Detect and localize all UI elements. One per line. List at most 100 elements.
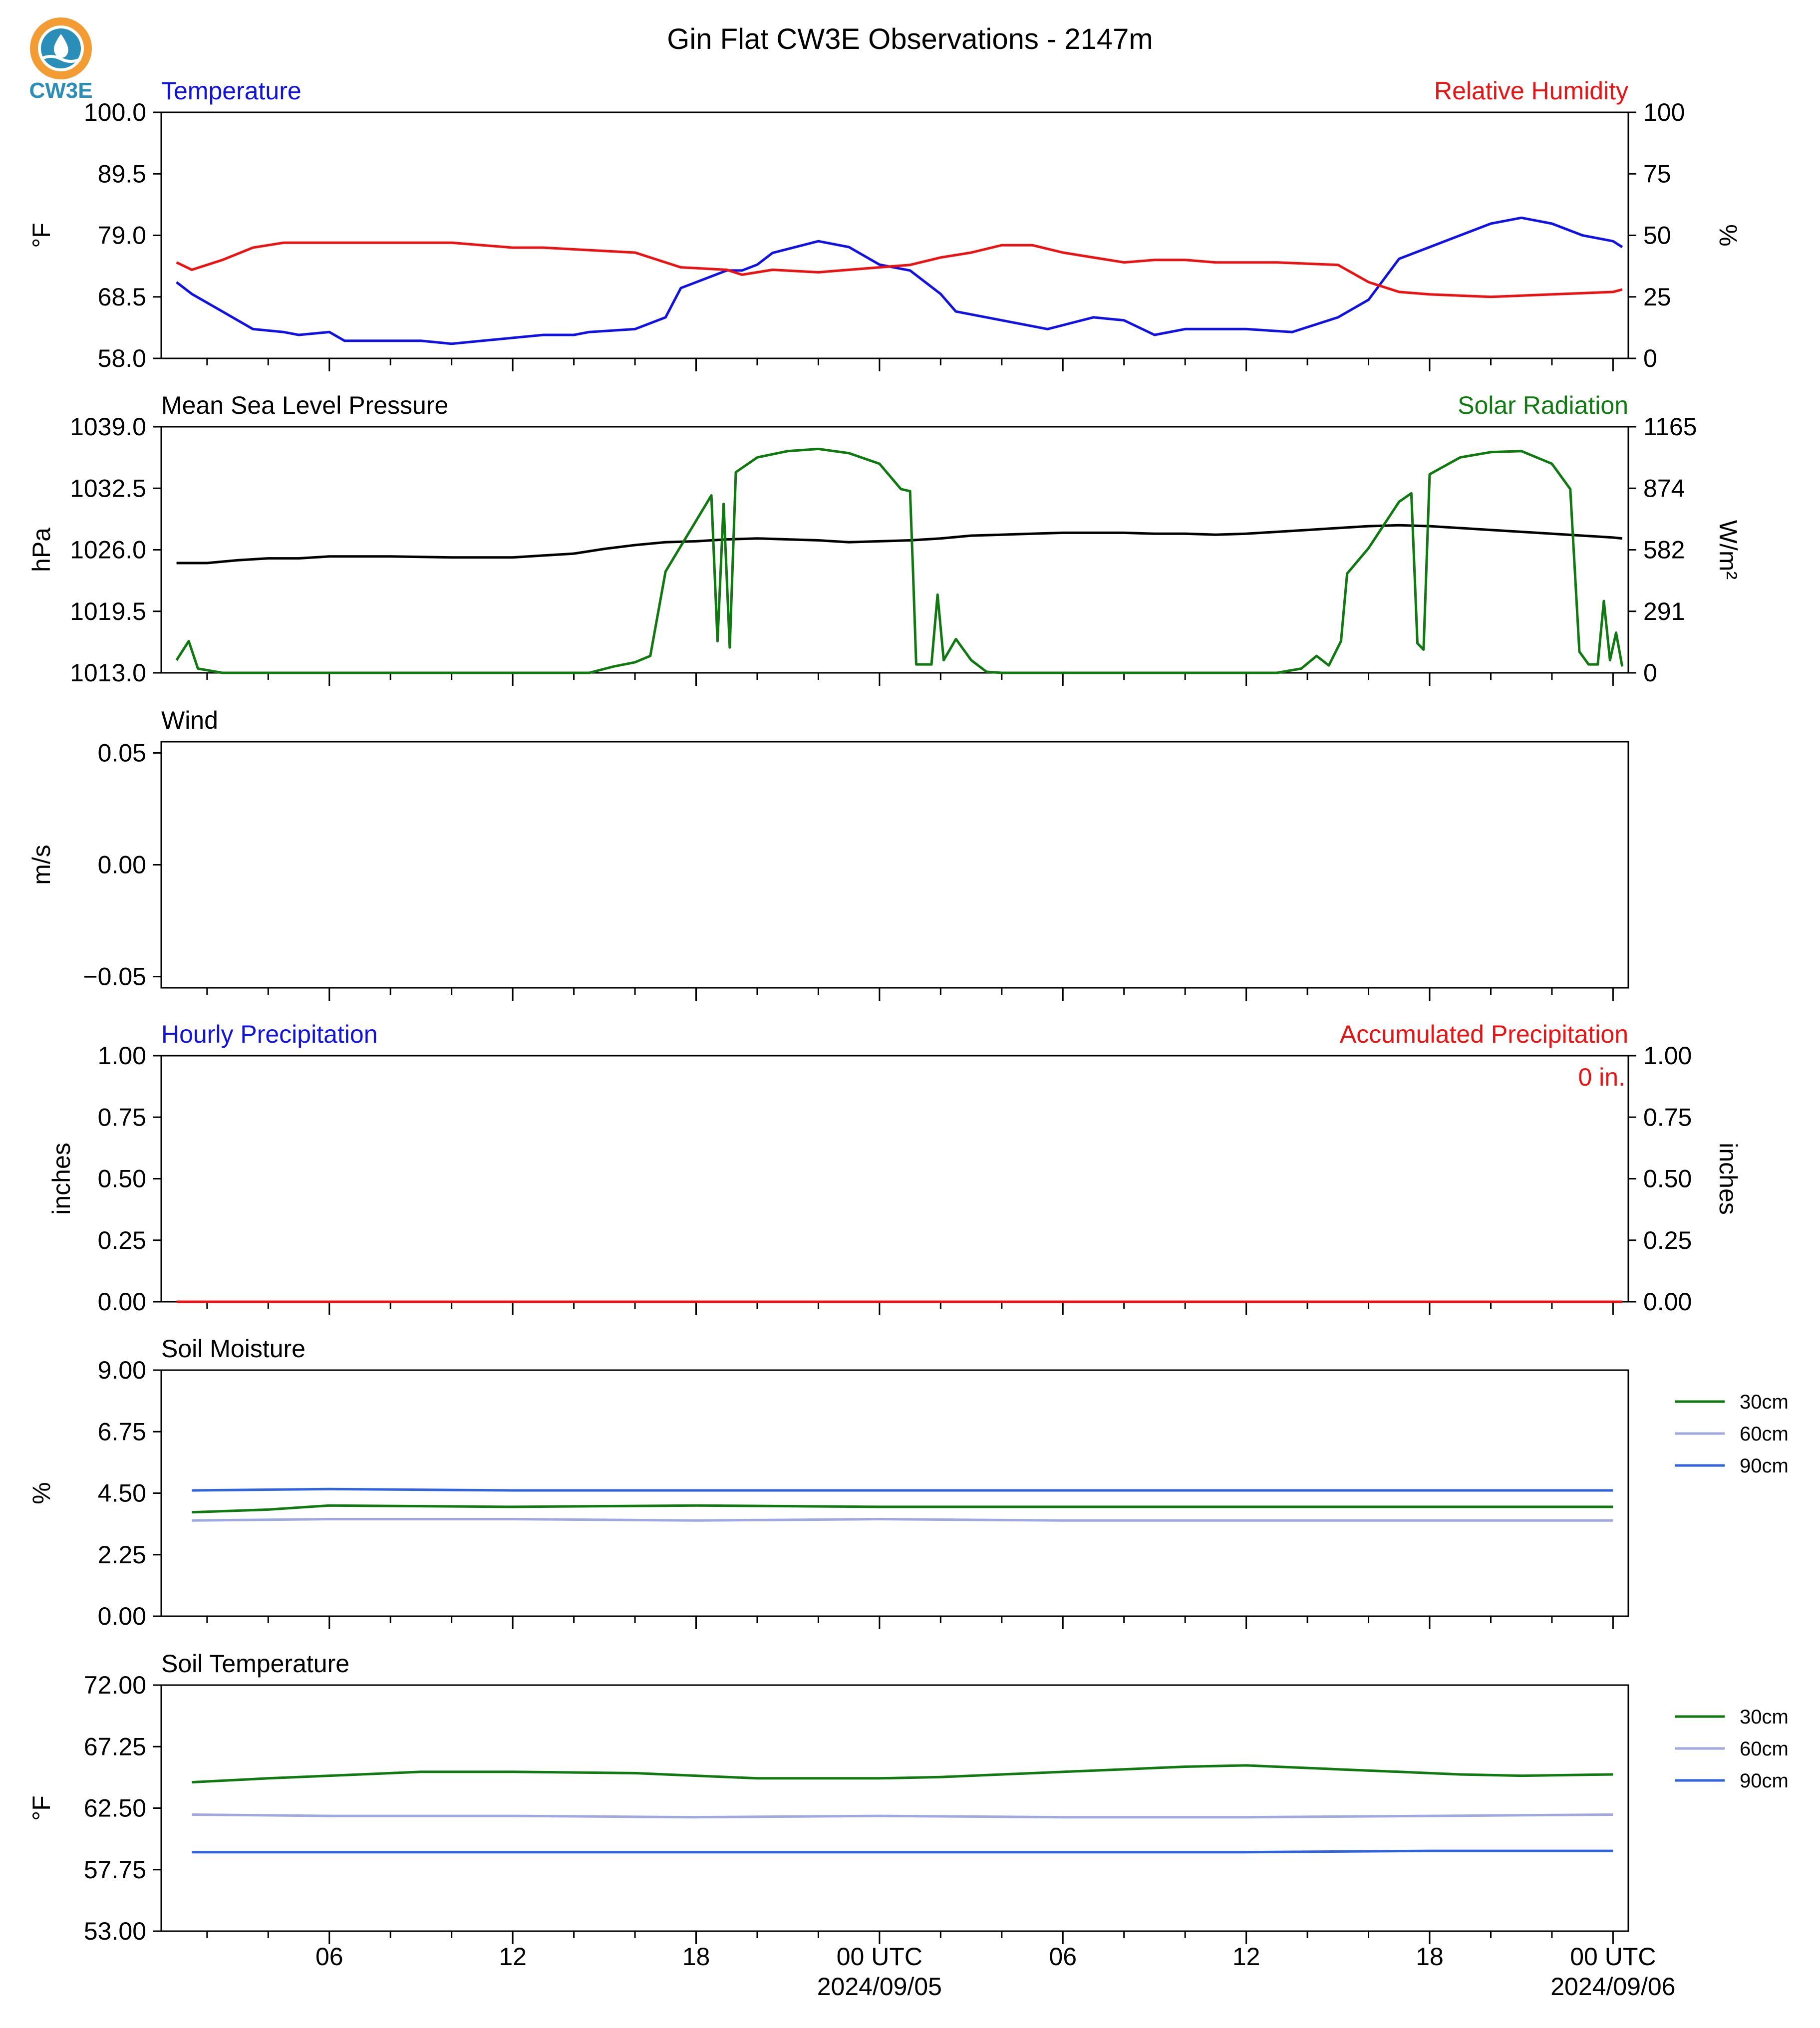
y-left-tick-label: 1013.0 xyxy=(70,659,146,687)
wave-icon xyxy=(40,55,82,63)
y-left-tick-label: 6.75 xyxy=(98,1418,146,1446)
panel-title-right: Relative Humidity xyxy=(1434,77,1628,105)
plot-frame xyxy=(160,426,1629,674)
y-right-tick-label: 0.25 xyxy=(1643,1226,1692,1254)
y-left-tick-label: 1.00 xyxy=(98,1042,146,1070)
series-line-0 xyxy=(192,1764,1613,1784)
y-right-tick-label: 0.00 xyxy=(1643,1288,1692,1316)
x-tick-label: 12 xyxy=(1232,1943,1260,1971)
y-right-tick-label: 0.50 xyxy=(1643,1165,1692,1193)
y-axis-label-left: inches xyxy=(47,1143,75,1215)
y-right-tick-label: 0.75 xyxy=(1643,1103,1692,1131)
y-right-tick-label: 0 xyxy=(1643,344,1657,372)
legend-label: 60cm xyxy=(1740,1423,1789,1445)
accumulated-total-label: 0 in. xyxy=(1578,1063,1625,1091)
panel-title-left: Soil Moisture xyxy=(161,1335,305,1363)
legend-label: 30cm xyxy=(1740,1706,1789,1728)
panel-title-right: Accumulated Precipitation xyxy=(1340,1020,1628,1048)
x-tick-label: 00 UTC xyxy=(837,1943,922,1971)
logo-ring xyxy=(30,17,92,79)
y-left-tick-label: 62.50 xyxy=(84,1794,146,1822)
x-tick-label: 18 xyxy=(1416,1943,1444,1971)
panel-1: 58.0 68.5 79.0 89.5 100.0 0 25 50 75 100 Temperatu… xyxy=(27,77,1742,372)
panel-title-left: Soil Temperature xyxy=(161,1650,349,1678)
y-left-tick-label: 58.0 xyxy=(98,344,146,372)
logo-text: CW3E xyxy=(29,78,92,103)
series-line-0 xyxy=(176,216,1623,345)
y-left-tick-label: 0.00 xyxy=(98,1602,146,1630)
y-axis-label-left: °F xyxy=(27,223,55,248)
y-left-tick-label: 1019.5 xyxy=(70,597,146,625)
y-left-tick-label: 4.50 xyxy=(98,1479,146,1507)
drop-icon xyxy=(53,34,68,58)
y-axis-label-left: m/s xyxy=(27,845,55,885)
x-tick-label: 18 xyxy=(682,1943,710,1971)
y-right-tick-label: 0 xyxy=(1643,659,1657,687)
y-left-tick-label: 1039.0 xyxy=(70,413,146,441)
series-line-0 xyxy=(192,1504,1613,1514)
panel-title-left: Wind xyxy=(161,706,218,734)
y-left-tick-label: 89.5 xyxy=(98,160,146,188)
y-left-tick-label: 67.25 xyxy=(84,1733,146,1760)
panel-title-left: Mean Sea Level Pressure xyxy=(161,391,448,419)
figure-title: Gin Flat CW3E Observations - 2147m xyxy=(667,23,1153,55)
y-left-tick-label: 0.75 xyxy=(98,1103,146,1131)
y-left-tick-label: 68.5 xyxy=(98,283,146,311)
y-right-tick-label: 582 xyxy=(1643,536,1685,564)
legend-label: 60cm xyxy=(1740,1738,1789,1760)
series-line-2 xyxy=(192,1849,1613,1854)
panel-title-left: Hourly Precipitation xyxy=(161,1020,378,1048)
series-line-2 xyxy=(192,1487,1613,1492)
plot-frame xyxy=(160,1369,1629,1617)
y-left-tick-label: 72.00 xyxy=(84,1671,146,1699)
panel-6: 53.00 57.75 62.50 67.25 72.00 Soil Temperatur… xyxy=(27,1650,1789,1945)
panels: 58.0 68.5 79.0 89.5 100.0 0 25 50 75 100 Temperatu… xyxy=(27,77,1789,1945)
y-left-tick-label: 9.00 xyxy=(98,1356,146,1384)
panel-2: 1013.0 1019.5 1026.0 1032.5 1039.0 0 291 582 874… xyxy=(27,391,1742,687)
y-right-tick-label: 25 xyxy=(1643,283,1671,311)
y-right-tick-label: 874 xyxy=(1643,474,1685,502)
y-left-tick-label: 57.75 xyxy=(84,1856,146,1884)
cw3e-logo: CW3E xyxy=(29,17,93,103)
legend-label: 30cm xyxy=(1740,1391,1789,1413)
y-left-tick-label: 1032.5 xyxy=(70,474,146,502)
series-line-1 xyxy=(192,1518,1613,1522)
y-right-tick-label: 291 xyxy=(1643,597,1685,625)
x-date-label: 2024/09/05 xyxy=(817,1973,942,2001)
y-right-tick-label: 50 xyxy=(1643,222,1671,250)
y-axis-label-left: hPa xyxy=(27,528,55,572)
y-left-tick-label: 1026.0 xyxy=(70,536,146,564)
x-tick-label: 12 xyxy=(499,1943,527,1971)
x-tick-label: 06 xyxy=(1049,1943,1077,1971)
y-axis-label-right: % xyxy=(1714,224,1742,246)
y-left-tick-label: −0.05 xyxy=(83,963,146,991)
x-tick-label: 06 xyxy=(315,1943,343,1971)
y-left-tick-label: 2.25 xyxy=(98,1541,146,1569)
y-axis-label-left: % xyxy=(27,1482,55,1504)
panel-3: −0.05 0.00 0.05 Wind m/s xyxy=(27,706,1629,1001)
y-left-tick-label: 100.0 xyxy=(84,98,146,126)
series-line-0 xyxy=(176,524,1623,565)
plot-frame xyxy=(160,1684,1629,1932)
y-right-tick-label: 100 xyxy=(1643,98,1685,126)
plot-frame xyxy=(160,741,1629,989)
panel-title-left: Temperature xyxy=(161,77,302,105)
y-right-tick-label: 1165 xyxy=(1643,413,1697,441)
y-axis-label-right: W/m² xyxy=(1714,520,1742,579)
x-tick-label: 00 UTC xyxy=(1570,1943,1656,1971)
panel-4: 0.00 0.25 0.50 0.75 1.00 0.00 0.25 0.50 0.75 1.00… xyxy=(47,1020,1742,1316)
panel-title-right: Solar Radiation xyxy=(1458,391,1628,419)
y-left-tick-label: 0.00 xyxy=(98,851,146,879)
panel-5: 0.00 2.25 4.50 6.75 9.00 Soil Moisture% 30cm 60… xyxy=(27,1335,1789,1630)
series-line-1 xyxy=(176,241,1623,298)
y-right-tick-label: 1.00 xyxy=(1643,1042,1692,1070)
legend-label: 90cm xyxy=(1740,1770,1789,1792)
series-line-1 xyxy=(175,447,1624,674)
legend-label: 90cm xyxy=(1740,1455,1789,1477)
y-left-tick-label: 0.05 xyxy=(98,739,146,767)
y-left-tick-label: 0.00 xyxy=(98,1288,146,1316)
y-axis-label-left: °F xyxy=(27,1795,55,1821)
x-date-label: 2024/09/06 xyxy=(1550,1973,1675,2001)
